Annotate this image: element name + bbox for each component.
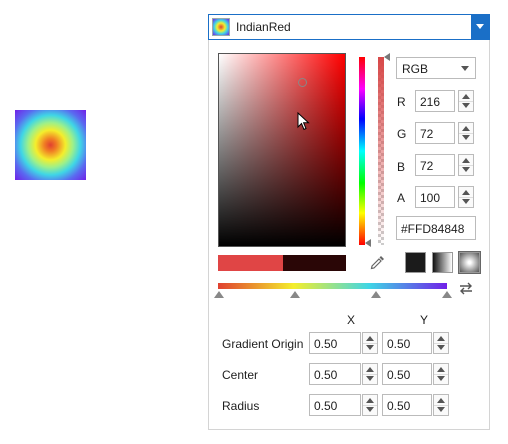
channel-spinner-a[interactable] [458, 186, 474, 208]
saturation-value-area[interactable] [218, 53, 346, 247]
center-x-value: 0.50 [314, 368, 338, 382]
previous-color-swatch[interactable] [283, 255, 346, 271]
x-column-header: X [347, 313, 356, 327]
radius-x-input[interactable]: 0.50 [309, 394, 361, 416]
gradient-stop[interactable] [290, 291, 300, 298]
gradient-origin-x-value: 0.50 [314, 337, 338, 351]
channel-input-a[interactable]: 100 [415, 186, 455, 208]
channel-value-r: 216 [420, 95, 441, 109]
color-mode-select[interactable]: RGB [396, 57, 476, 79]
gradient-origin-y-spinner[interactable] [433, 332, 449, 354]
channel-value-g: 72 [420, 127, 434, 141]
gradient-origin-x-spinner[interactable] [362, 332, 378, 354]
channel-value-b: 72 [420, 159, 434, 173]
radius-x-spinner[interactable] [362, 394, 378, 416]
hex-input[interactable]: #FFD84848 [396, 216, 476, 240]
channel-spinner-r[interactable] [458, 90, 474, 112]
hue-slider[interactable] [359, 57, 365, 245]
hue-slider-thumb[interactable] [365, 239, 371, 247]
center-label: Center [222, 368, 259, 382]
center-y-input[interactable]: 0.50 [382, 363, 432, 385]
channel-label-g: G [397, 127, 407, 141]
channel-spinner-b[interactable] [458, 154, 474, 176]
mouse-cursor-icon [297, 112, 310, 131]
combo-color-name: IndianRed [236, 20, 291, 34]
gradient-stop[interactable] [214, 291, 224, 298]
linear-gradient-button[interactable] [432, 252, 453, 273]
gradient-origin-y-input[interactable]: 0.50 [382, 332, 432, 354]
y-column-header: Y [420, 313, 429, 327]
color-mode-value: RGB [402, 62, 429, 76]
hex-value: #FFD84848 [401, 222, 465, 236]
channel-label-r: R [397, 95, 406, 109]
color-combobox[interactable]: IndianRed [208, 14, 490, 40]
gradient-stop[interactable] [442, 291, 452, 298]
sv-handle[interactable] [298, 78, 307, 87]
channel-spinner-g[interactable] [458, 122, 474, 144]
radius-x-value: 0.50 [314, 399, 338, 413]
channel-value-a: 100 [420, 191, 441, 205]
gradient-origin-label: Gradient Origin [222, 337, 304, 351]
alpha-slider-thumb[interactable] [384, 53, 390, 61]
swap-arrows-icon[interactable] [458, 280, 474, 296]
channel-input-r[interactable]: 216 [415, 90, 455, 112]
radius-y-input[interactable]: 0.50 [382, 394, 432, 416]
center-y-spinner[interactable] [433, 363, 449, 385]
channel-label-b: B [397, 160, 406, 174]
channel-input-b[interactable]: 72 [415, 154, 455, 176]
gradient-stops-bar[interactable] [218, 283, 447, 289]
center-y-value: 0.50 [387, 368, 411, 382]
center-x-input[interactable]: 0.50 [309, 363, 361, 385]
gradient-stop[interactable] [371, 291, 381, 298]
alpha-slider[interactable] [378, 57, 384, 245]
gradient-preview-swatch [15, 110, 86, 180]
combo-color-swatch [212, 18, 230, 36]
channel-label-a: A [397, 191, 406, 205]
eyedropper-icon[interactable] [368, 254, 386, 272]
gradient-origin-x-input[interactable]: 0.50 [309, 332, 361, 354]
current-color-swatch [218, 255, 283, 271]
center-x-spinner[interactable] [362, 363, 378, 385]
radial-gradient-button[interactable] [458, 251, 481, 274]
chevron-down-icon[interactable] [471, 14, 490, 40]
radius-y-value: 0.50 [387, 399, 411, 413]
radius-y-spinner[interactable] [433, 394, 449, 416]
channel-input-g[interactable]: 72 [415, 122, 455, 144]
radius-label: Radius [222, 399, 260, 413]
solid-brush-button[interactable] [405, 252, 426, 273]
gradient-origin-y-value: 0.50 [387, 337, 411, 351]
